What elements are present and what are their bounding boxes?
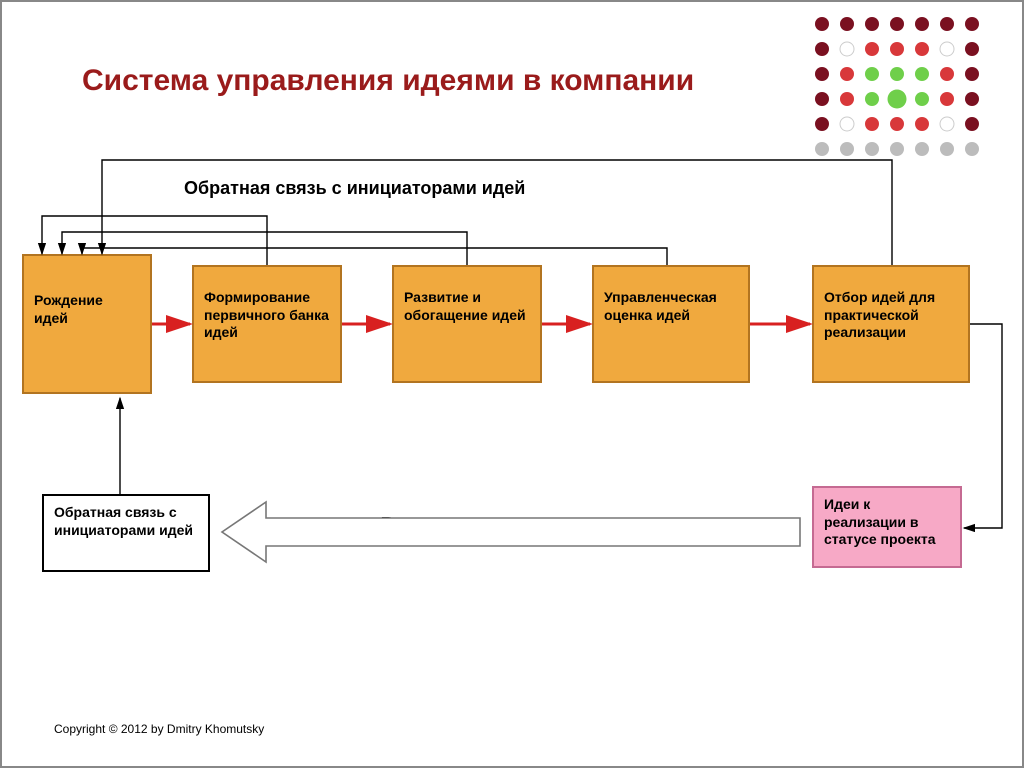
slide-frame: Система управления идеями в компании Обр…	[0, 0, 1024, 768]
node-project-status: Идеи к реализации в статусе проекта	[812, 486, 962, 568]
node-label: Отбор идей для практической реализации	[824, 289, 935, 340]
node-evaluation: Управленческая оценка идей	[592, 265, 750, 383]
big-arrow-label: Реализация проекта	[380, 512, 599, 539]
feedback-label: Обратная связь с инициаторами идей	[184, 178, 525, 199]
node-feedback-box: Обратная связь с инициаторами идей	[42, 494, 210, 572]
node-label: Обратная связь с инициаторами идей	[54, 504, 193, 538]
node-label: Управленческая оценка идей	[604, 289, 717, 323]
node-enrichment: Развитие и обогащение идей	[392, 265, 542, 383]
node-label: Формирование первичного банка идей	[204, 289, 329, 340]
slide-title: Система управления идеями в компании	[82, 64, 694, 98]
node-label: Развитие и обогащение идей	[404, 289, 526, 323]
node-birth-of-ideas: Рождение идей	[22, 254, 152, 394]
node-selection: Отбор идей для практической реализации	[812, 265, 970, 383]
node-idea-bank: Формирование первичного банка идей	[192, 265, 342, 383]
diagram-overlay	[2, 2, 1024, 768]
node-label: Рождение идей	[34, 292, 103, 326]
node-label: Идеи к реализации в статусе проекта	[824, 496, 936, 547]
copyright-text: Copyright © 2012 by Dmitry Khomutsky	[54, 722, 264, 736]
